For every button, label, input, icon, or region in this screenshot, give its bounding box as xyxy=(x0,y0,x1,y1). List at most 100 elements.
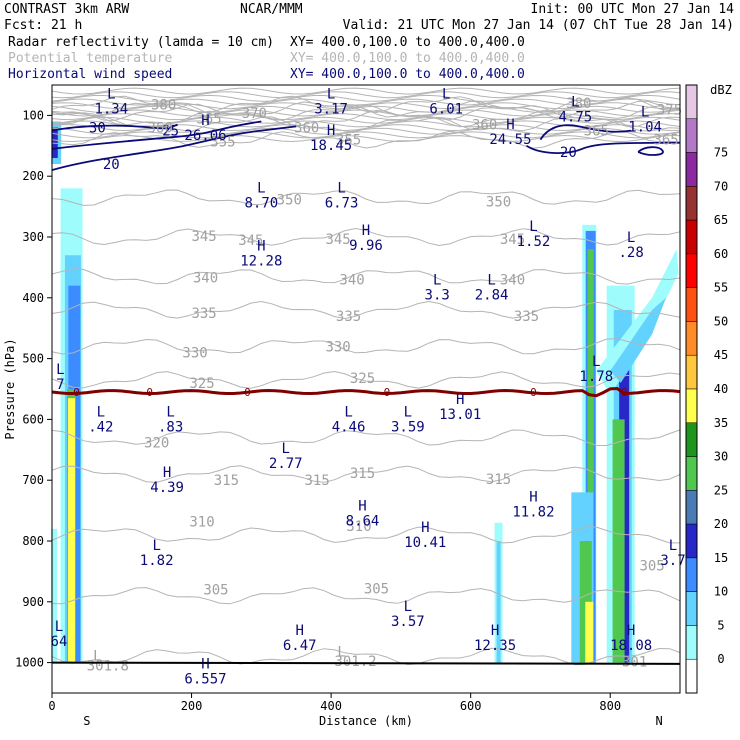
extremum-value: 4.75 xyxy=(558,109,592,125)
colorbar-segment xyxy=(685,253,698,288)
theta-contour-strat xyxy=(51,102,681,110)
colorbar-tick-label: 75 xyxy=(714,146,728,160)
y-axis-label: Pressure (hPa) xyxy=(3,338,17,439)
theta-label: 310 xyxy=(189,515,214,531)
extremum-marker: L xyxy=(442,86,450,102)
extremum-value: 4.46 xyxy=(332,419,366,435)
theta-label: 345 xyxy=(325,232,350,248)
extremum-value: 13.01 xyxy=(439,407,481,423)
reflectivity-cell xyxy=(585,601,594,663)
contour-labels: 380 370 365 360 355 355 360 380 375 360 365 365 350 3… xyxy=(51,86,686,687)
plot-frame xyxy=(51,84,681,694)
freezing-level-label: 0 xyxy=(530,386,537,399)
extremum-value: 26.06 xyxy=(184,128,226,144)
extremum-value: 11.82 xyxy=(512,504,554,520)
colorbar-segment xyxy=(685,84,698,120)
x-end-label-north: N xyxy=(655,714,662,728)
theta-label: 355 xyxy=(336,133,361,149)
extremum-marker: L xyxy=(344,404,352,420)
theta-contour-340 xyxy=(51,268,681,285)
wind-contour-label: 20 xyxy=(103,157,120,173)
reflectivity-cell xyxy=(51,127,58,158)
freezing-level-line xyxy=(51,386,681,398)
freezing-level-label: 0 xyxy=(384,386,391,399)
colorbar-segment xyxy=(685,456,698,491)
colorbar-tick-label: 0 xyxy=(717,652,724,666)
colorbar-segment xyxy=(685,118,698,153)
extremum-value: 7 xyxy=(56,377,64,393)
colorbar-tick-label: 25 xyxy=(714,483,728,497)
ground-line xyxy=(51,661,681,665)
extremum-value: 3.57 xyxy=(391,614,425,630)
theta-label: 350 xyxy=(486,195,511,211)
wind-contour xyxy=(539,124,632,141)
theta-label: 340 xyxy=(193,271,218,287)
field-name-reflectivity: Radar reflectivity (lamda = 10 cm) xyxy=(8,35,274,50)
wind-contour xyxy=(637,146,664,156)
extremum-value: .28 xyxy=(619,245,644,261)
theta-contour-strat xyxy=(51,120,681,128)
colorbar-segment xyxy=(685,219,698,255)
header-valid: Valid: 21 UTC Mon 27 Jan 14 (07 ChT Tue … xyxy=(343,18,734,33)
theta-contour-305 xyxy=(51,587,681,605)
extremum-value: 6.01 xyxy=(429,101,463,117)
theta-label: L xyxy=(337,645,345,661)
x-axis-label: Distance (km) xyxy=(319,714,413,728)
theta-contour-strat xyxy=(51,94,681,102)
extremum-marker: L xyxy=(107,86,115,102)
colorbar-tick-label: 10 xyxy=(714,585,728,599)
colorbar-unit: dBZ xyxy=(710,83,732,97)
theta-contour-301 xyxy=(51,647,681,666)
extremum-marker: H xyxy=(257,238,265,254)
colorbar-tick-label: 30 xyxy=(714,450,728,464)
extremum-marker: L xyxy=(327,86,335,102)
extremum-value: .42 xyxy=(88,419,113,435)
x-tick-label: 0 xyxy=(48,699,55,713)
extremum-value: 6.47 xyxy=(283,638,317,654)
colorbar-segment xyxy=(685,186,698,221)
theta-label: 365 xyxy=(196,111,221,127)
x-tick-label: 800 xyxy=(599,699,621,713)
extremum-value: 1.82 xyxy=(140,553,174,569)
extremum-marker: L xyxy=(571,94,579,110)
extremum-value: 10.41 xyxy=(404,535,446,551)
theta-label: 335 xyxy=(336,309,361,325)
y-tick-label: 1000 xyxy=(15,656,44,670)
extremum-value: 12.28 xyxy=(240,253,282,269)
colorbar-tick-label: 40 xyxy=(714,382,728,396)
extremum-value: .83 xyxy=(158,419,183,435)
wind-contour xyxy=(525,141,681,154)
y-tick-label: 200 xyxy=(22,169,44,183)
theta-label: 330 xyxy=(182,346,207,362)
freezing-level-label: 0 xyxy=(146,386,153,399)
extremum-value: 1.04 xyxy=(628,120,662,136)
y-tick-label: 800 xyxy=(22,534,44,548)
theta-label: 360 xyxy=(294,121,319,137)
extremum-marker: L xyxy=(152,538,160,554)
theta-label: 305 xyxy=(639,558,664,574)
theta-label: 345 xyxy=(500,232,525,248)
colorbar-frame xyxy=(685,84,698,694)
colorbar-tick-label: 55 xyxy=(714,281,728,295)
reflectivity-cell xyxy=(496,541,501,663)
freezing-level-label: 0 xyxy=(244,386,251,399)
x-tick-label: 400 xyxy=(320,699,342,713)
theta-contour-350 xyxy=(51,189,681,206)
colorbar-segment xyxy=(685,658,698,694)
reflectivity-cell xyxy=(612,419,625,663)
field-name-wind: Horizontal wind speed xyxy=(8,67,172,82)
theta-label: 340 xyxy=(339,273,364,289)
theta-label: 360 xyxy=(472,118,497,134)
theta-label: 301 xyxy=(622,654,647,670)
extremum-marker: L xyxy=(592,354,600,370)
theta-label: 315 xyxy=(214,473,239,489)
colorbar-segment xyxy=(685,591,698,626)
reflectivity-shading xyxy=(51,121,679,663)
extremum-value: 9.96 xyxy=(349,238,383,254)
wind-contour-label: 30 xyxy=(89,121,106,137)
y-tick-label: 300 xyxy=(22,230,44,244)
theta-contour-335 xyxy=(51,300,681,320)
extremum-value: 6.73 xyxy=(325,196,359,212)
colorbar-segment xyxy=(685,422,698,457)
